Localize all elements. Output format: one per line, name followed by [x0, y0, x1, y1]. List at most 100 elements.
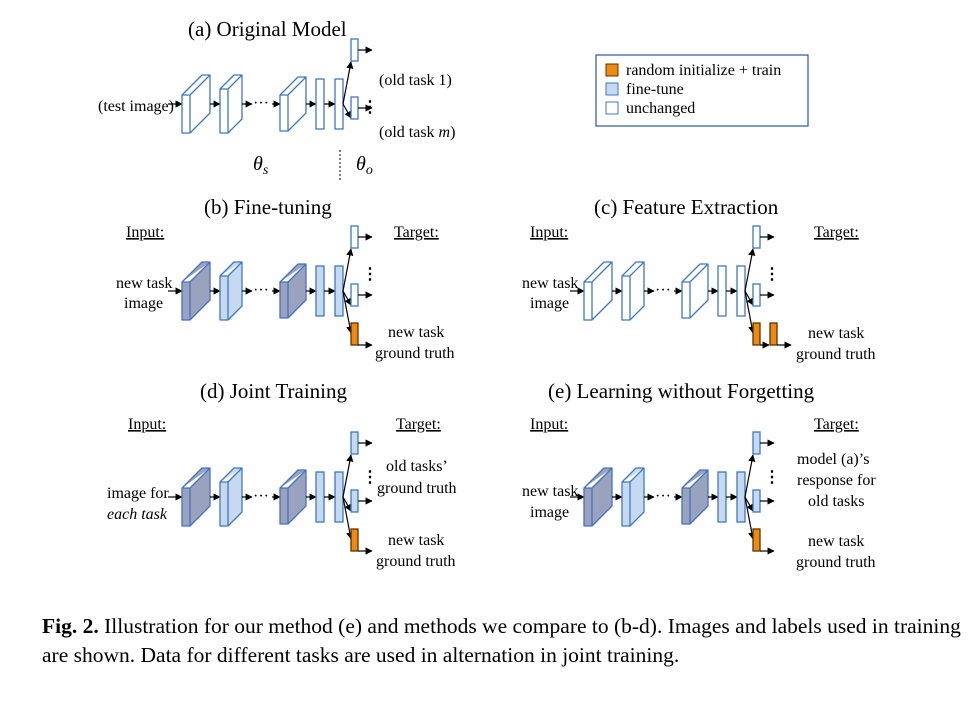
- layer-ellipsis: ···: [253, 282, 269, 299]
- branch-arrow: [342, 290, 352, 306]
- conv-layer: [219, 467, 243, 527]
- panel-c-feature-extraction: (c) Feature Extraction Input: Target: ne…: [522, 195, 876, 363]
- fc-layer: [334, 78, 344, 130]
- layer-ellipsis: ···: [253, 95, 269, 112]
- legend-swatch-finetune: [605, 82, 619, 96]
- panel-e-input-header: Input:: [530, 416, 568, 433]
- fc-layer: [736, 265, 746, 317]
- panel-b-network: ···: [168, 225, 373, 349]
- old-task-head: [752, 225, 761, 249]
- fc-layer: [315, 471, 325, 523]
- panel-b-target-new-line2: ground truth: [375, 345, 455, 362]
- panel-d-target-new-line1: new task: [388, 532, 444, 549]
- conv-layer: [181, 74, 211, 134]
- panel-b-title: (b) Fine-tuning: [204, 195, 332, 219]
- panel-d-network: ···: [168, 431, 373, 555]
- new-task-head: [752, 528, 761, 552]
- fc-layer: [334, 265, 344, 317]
- fc-layer: [736, 471, 746, 523]
- panel-a-original-model: (a) Original Model (test image) ··· (old…: [98, 17, 455, 180]
- conv-layer: [681, 469, 709, 525]
- branch-arrow: [744, 248, 756, 292]
- panel-e-target-new-line1: new task: [808, 533, 864, 550]
- conv-layer: [279, 76, 307, 132]
- panel-e-input-line1: new task: [522, 483, 578, 500]
- fc-layer: [334, 471, 344, 523]
- method-comparison-diagram: random initialize + train fine-tune unch…: [98, 17, 876, 571]
- branch-arrow: [342, 454, 354, 498]
- conv-layer: [583, 467, 613, 527]
- old-task-head: [350, 225, 359, 249]
- caption-text: Illustration for our method (e) and meth…: [42, 614, 961, 667]
- fc-layer: [315, 78, 325, 130]
- panel-c-target-new-line2: ground truth: [796, 346, 876, 363]
- branch-arrow: [744, 290, 756, 334]
- conv-layer: [219, 74, 243, 134]
- branch-arrow: [744, 496, 754, 512]
- theta-o: θo: [356, 153, 373, 178]
- legend-box: [595, 54, 809, 127]
- branch-arrow: [342, 61, 354, 105]
- panel-c-network: ···: [570, 225, 792, 349]
- panel-c-target-new-line1: new task: [808, 325, 864, 342]
- layer-ellipsis: ···: [655, 282, 671, 299]
- panel-c-title: (c) Feature Extraction: [594, 195, 779, 219]
- panel-e-target-header: Target:: [814, 416, 859, 433]
- fc-layer: [717, 265, 727, 317]
- layer-ellipsis: ···: [655, 488, 671, 505]
- branch-arrow: [342, 496, 352, 512]
- panel-a-input: (test image): [98, 98, 174, 115]
- panel-d-input-header: Input:: [128, 416, 166, 433]
- figure-caption: Fig. 2. Illustration for our method (e) …: [42, 612, 966, 670]
- panel-e-title: (e) Learning without Forgetting: [548, 379, 815, 403]
- legend-label-random: random initialize + train: [626, 62, 781, 79]
- panel-e-target-old-line2: response for: [797, 472, 876, 489]
- legend-label-unchanged: unchanged: [626, 100, 695, 117]
- old-task-head: [752, 283, 761, 307]
- new-task-head: [752, 322, 761, 346]
- new-task-head: [350, 322, 359, 346]
- panel-e-network: ···: [570, 431, 775, 555]
- panel-a-vdots: ⋮: [362, 99, 378, 116]
- theta-s: θs: [253, 153, 269, 178]
- panel-e-vdots: ⋮: [764, 469, 780, 486]
- panel-b-input-line2: image: [124, 295, 163, 312]
- panel-e-target-new-line2: ground truth: [796, 554, 876, 571]
- conv-layer: [181, 261, 211, 321]
- fc-layer: [315, 265, 325, 317]
- panel-d-target-old-line2: ground truth: [377, 480, 457, 497]
- panel-d-title: (d) Joint Training: [200, 379, 348, 403]
- panel-a-title: (a) Original Model: [188, 17, 347, 41]
- caption-label: Fig. 2.: [42, 614, 99, 638]
- branch-arrow: [342, 290, 354, 334]
- conv-layer: [279, 469, 307, 525]
- panel-b-fine-tuning: (b) Fine-tuning Input: Target: new task …: [116, 195, 455, 362]
- conv-layer: [681, 263, 709, 319]
- fc-layer: [717, 471, 727, 523]
- legend-swatch-unchanged: [605, 101, 619, 115]
- panel-b-input-header: Input:: [126, 224, 164, 241]
- branch-arrow: [744, 290, 754, 306]
- branch-arrow: [342, 103, 352, 119]
- panel-b-target-header: Target:: [394, 224, 439, 241]
- panel-e-input-line2: image: [530, 504, 569, 521]
- panel-c-input-header: Input:: [530, 224, 568, 241]
- panel-c-vdots: ⋮: [764, 266, 780, 283]
- old-task-head: [350, 283, 359, 307]
- panel-b-input-line1: new task: [116, 275, 172, 292]
- panel-c-input-line1: new task: [522, 275, 578, 292]
- panel-a-output-m: (old task m): [379, 124, 455, 141]
- branch-arrow: [342, 496, 354, 540]
- old-task-head: [350, 96, 359, 120]
- panel-e-target-old-line1: model (a)’s: [797, 451, 869, 468]
- old-task-head: [350, 489, 359, 513]
- conv-layer: [181, 467, 211, 527]
- panel-d-input-line1: image for: [107, 485, 169, 502]
- conv-layer: [621, 261, 645, 321]
- conv-layer: [583, 261, 613, 321]
- panel-c-input-line2: image: [530, 295, 569, 312]
- old-task-head: [350, 38, 359, 62]
- legend-swatch-random: [605, 63, 619, 77]
- panel-b-target-new-line1: new task: [388, 324, 444, 341]
- panel-e-learning-without-forgetting: (e) Learning without Forgetting Input: T…: [522, 379, 876, 571]
